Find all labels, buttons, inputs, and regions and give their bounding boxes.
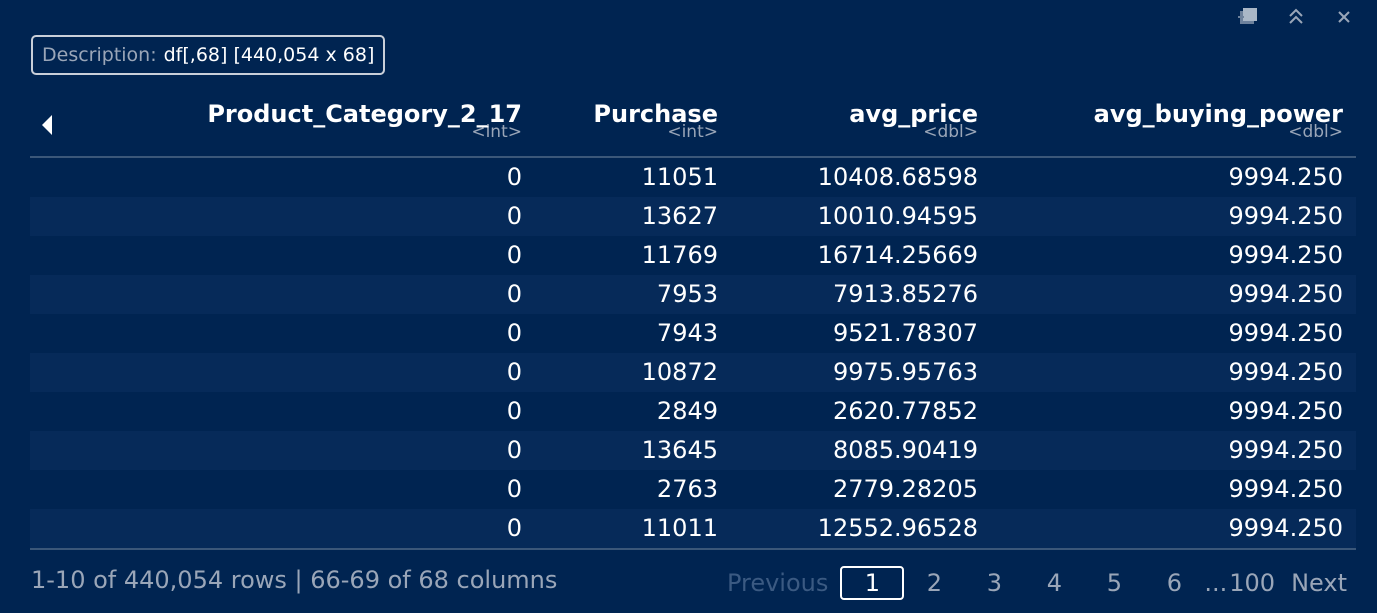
table-cell: 9994.250: [1228, 319, 1343, 347]
column-name: Purchase: [593, 100, 718, 128]
table-body: 0 11051 10408.68598 9994.250 0 13627 100…: [30, 158, 1356, 550]
table-cell: 9994.250: [1228, 358, 1343, 386]
table-row: 0 13627 10010.94595 9994.250: [30, 197, 1356, 236]
column-type: <dbl>: [923, 122, 978, 142]
description-box: Description: df[,68] [440,054 x 68]: [31, 35, 386, 75]
table-row: 0 11769 16714.25669 9994.250: [30, 236, 1356, 275]
close-icon[interactable]: [1331, 6, 1357, 28]
table-cell: 0: [506, 475, 522, 503]
description-value: df[,68] [440,054 x 68]: [163, 44, 375, 66]
table-cell: 2763: [656, 475, 718, 503]
table-cell: 9994.250: [1228, 514, 1343, 542]
table-cell: 2620.77852: [832, 397, 978, 425]
table-cell: 9994.250: [1228, 241, 1343, 269]
table-cell: 2849: [656, 397, 718, 425]
table-cell: 0: [506, 163, 522, 191]
table-row: 0 11051 10408.68598 9994.250: [30, 158, 1356, 197]
table-cell: 9994.250: [1228, 475, 1343, 503]
table-cell: 10010.94595: [817, 202, 978, 230]
pagination: Previous 1 2 3 4 5 6 ... 100 Next: [727, 566, 1347, 600]
next-button[interactable]: Next: [1291, 569, 1347, 597]
table-cell: 0: [506, 280, 522, 308]
table-cell: 9521.78307: [832, 319, 978, 347]
column-header-avg-price[interactable]: avg_price <dbl>: [849, 98, 978, 141]
table-row: 0 7943 9521.78307 9994.250: [30, 314, 1356, 353]
table-cell: 0: [506, 319, 522, 347]
table-cell: 9994.250: [1228, 202, 1343, 230]
page-button-2[interactable]: 2: [926, 569, 943, 597]
table-cell: 0: [506, 514, 522, 542]
table-cell: 7943: [656, 319, 718, 347]
table-row: 0 11011 12552.96528 9994.250: [30, 509, 1356, 548]
table-cell: 9975.95763: [832, 358, 978, 386]
table-cell: 7913.85276: [832, 280, 978, 308]
page-button-4[interactable]: 4: [1046, 569, 1063, 597]
column-name: avg_price: [849, 100, 978, 128]
page-button-3[interactable]: 3: [986, 569, 1003, 597]
table-cell: 0: [506, 241, 522, 269]
window-controls: [1235, 6, 1357, 28]
table-cell: 13645: [641, 436, 718, 464]
table-cell: 2779.28205: [832, 475, 978, 503]
column-type: <dbl>: [1288, 122, 1343, 142]
table-header: Product_Category_2_17 <int> Purchase <in…: [30, 96, 1356, 158]
open-in-new-window-icon[interactable]: [1235, 6, 1261, 28]
table-cell: 11769: [641, 241, 718, 269]
column-name: avg_buying_power: [1093, 100, 1343, 128]
pagination-ellipsis: ...: [1204, 569, 1228, 597]
column-header-avg-buying-power[interactable]: avg_buying_power <dbl>: [1094, 98, 1343, 141]
table-row: 0 2763 2779.28205 9994.250: [30, 470, 1356, 509]
previous-button: Previous: [726, 569, 829, 597]
table-cell: 9994.250: [1228, 436, 1343, 464]
table-cell: 11051: [641, 163, 718, 191]
table-cell: 16714.25669: [817, 241, 978, 269]
table-cell: 9994.250: [1228, 163, 1343, 191]
table-row: 0 2849 2620.77852 9994.250: [30, 392, 1356, 431]
column-type: <int>: [471, 122, 522, 142]
column-header-purchase[interactable]: Purchase <int>: [593, 98, 718, 141]
table-row: 0 13645 8085.90419 9994.250: [30, 431, 1356, 470]
table-cell: 9994.250: [1228, 397, 1343, 425]
page-button-6[interactable]: 6: [1166, 569, 1183, 597]
page-button-1[interactable]: 1: [840, 566, 905, 600]
table-cell: 0: [506, 436, 522, 464]
table-cell: 12552.96528: [817, 514, 978, 542]
pagination-info: 1-10 of 440,054 rows | 66-69 of 68 colum…: [31, 566, 558, 594]
table-row: 0 10872 9975.95763 9994.250: [30, 353, 1356, 392]
table-cell: 10872: [641, 358, 718, 386]
column-name: Product_Category_2_17: [207, 100, 522, 128]
table-cell: 9994.250: [1228, 280, 1343, 308]
column-type: <int>: [667, 122, 718, 142]
table-cell: 13627: [641, 202, 718, 230]
table-cell: 0: [506, 202, 522, 230]
table-cell: 0: [506, 358, 522, 386]
page-button-5[interactable]: 5: [1106, 569, 1123, 597]
table-row: 0 7953 7913.85276 9994.250: [30, 275, 1356, 314]
table-cell: 10408.68598: [817, 163, 978, 191]
table-cell: 7953: [656, 280, 718, 308]
data-table: Product_Category_2_17 <int> Purchase <in…: [30, 96, 1356, 550]
description-label: Description:: [42, 44, 157, 66]
column-header-product-category-2-17[interactable]: Product_Category_2_17 <int>: [207, 98, 522, 141]
table-cell: 11011: [641, 514, 718, 542]
table-cell: 0: [506, 397, 522, 425]
table-cell: 8085.90419: [832, 436, 978, 464]
previous-columns-arrow-icon[interactable]: [38, 114, 58, 136]
page-button-last[interactable]: 100: [1229, 569, 1276, 597]
collapse-up-icon[interactable]: [1283, 6, 1309, 28]
